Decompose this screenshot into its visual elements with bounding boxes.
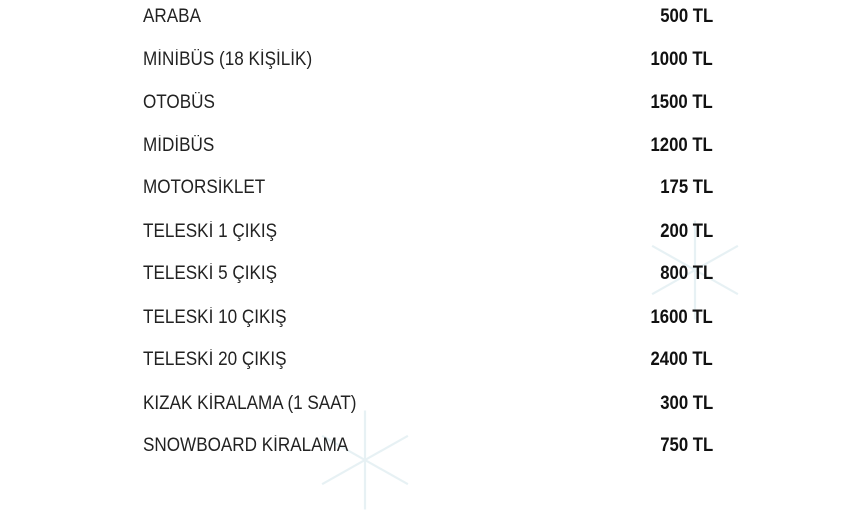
price-row: TELESKİ 1 ÇIKIŞ 200 TL xyxy=(143,217,713,247)
item-price: 300 TL xyxy=(660,393,713,414)
item-label: TELESKİ 10 ÇIKIŞ xyxy=(143,307,287,328)
item-price: 1000 TL xyxy=(650,49,713,70)
price-row: SNOWBOARD KİRALAMA 750 TL xyxy=(143,431,713,461)
item-price: 200 TL xyxy=(660,221,713,242)
item-price: 175 TL xyxy=(660,177,713,198)
item-label: MİNİBÜS (18 KİŞİLİK) xyxy=(143,49,313,70)
item-label: SNOWBOARD KİRALAMA xyxy=(143,435,349,456)
item-label: ARABA xyxy=(143,6,201,27)
item-label: TELESKİ 1 ÇIKIŞ xyxy=(143,221,278,242)
snowflake-icon xyxy=(651,220,739,320)
item-price: 750 TL xyxy=(660,435,713,456)
price-row: ARABA 500 TL xyxy=(143,2,713,32)
price-row: MİDİBÜS 1200 TL xyxy=(143,131,713,161)
item-price: 500 TL xyxy=(660,6,713,27)
item-label: MİDİBÜS xyxy=(143,135,215,156)
item-label: TELESKİ 5 ÇIKIŞ xyxy=(143,263,278,284)
price-row: MOTORSİKLET 175 TL xyxy=(143,173,713,203)
item-price: 1600 TL xyxy=(650,307,713,328)
item-price: 800 TL xyxy=(660,263,713,284)
item-label: KIZAK KİRALAMA (1 SAAT) xyxy=(143,393,357,414)
price-row: KIZAK KİRALAMA (1 SAAT) 300 TL xyxy=(143,389,713,419)
price-row: TELESKİ 5 ÇIKIŞ 800 TL xyxy=(143,259,713,289)
item-price: 2400 TL xyxy=(650,349,713,370)
price-row: MİNİBÜS (18 KİŞİLİK) 1000 TL xyxy=(143,45,713,75)
item-price: 1500 TL xyxy=(650,92,713,113)
item-label: TELESKİ 20 ÇIKIŞ xyxy=(143,349,287,370)
item-label: OTOBÜS xyxy=(143,92,215,113)
item-price: 1200 TL xyxy=(650,135,713,156)
price-row: TELESKİ 20 ÇIKIŞ 2400 TL xyxy=(143,345,713,375)
price-row: OTOBÜS 1500 TL xyxy=(143,88,713,118)
item-label: MOTORSİKLET xyxy=(143,177,266,198)
price-row: TELESKİ 10 ÇIKIŞ 1600 TL xyxy=(143,303,713,333)
